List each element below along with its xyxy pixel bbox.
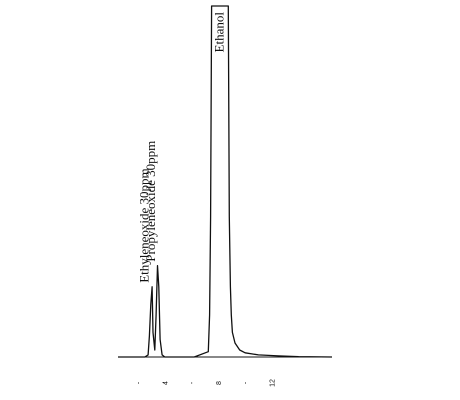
chromatogram-trace	[118, 5, 333, 358]
peak-label: Propyleneoxide 30ppm	[143, 141, 158, 262]
tick-label: -	[189, 381, 196, 384]
tick-label: 12	[269, 379, 276, 387]
tick-label: -	[243, 381, 250, 384]
tick-label: -	[136, 381, 143, 384]
peak-label: Ethyleneoxide 30ppm	[136, 168, 151, 282]
peak-label: Ethanol	[212, 12, 227, 53]
time-axis-ticks: - 4 - 8 - 12	[136, 379, 277, 387]
tick-label: 4	[162, 381, 169, 385]
tick-label: 8	[216, 381, 223, 385]
